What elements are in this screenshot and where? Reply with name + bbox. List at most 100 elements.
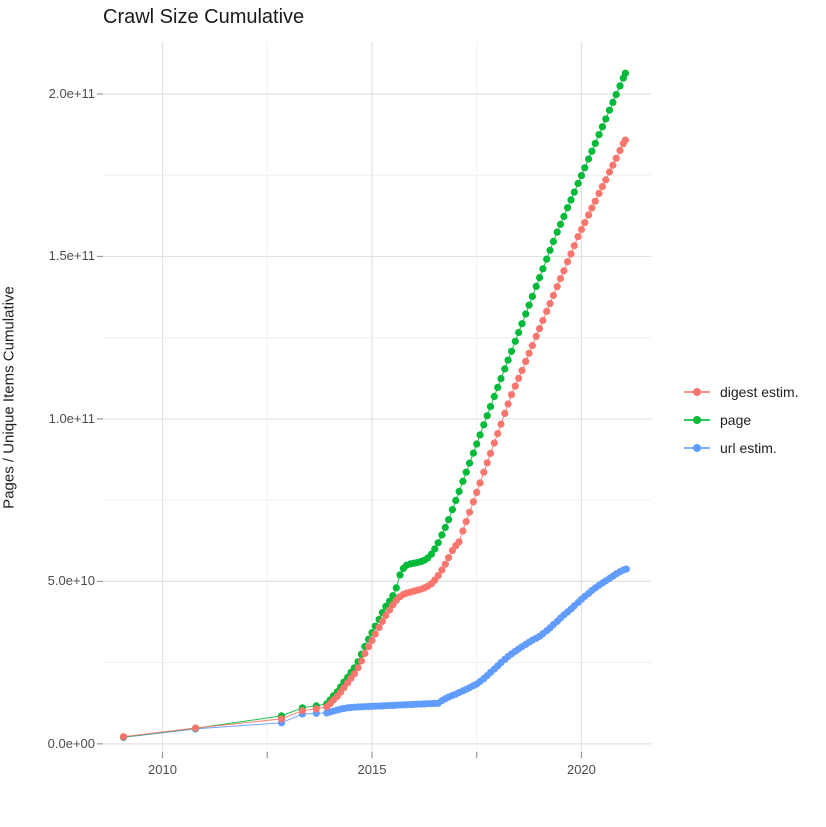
x-tick-label: 2015 xyxy=(357,762,387,777)
data-point-page xyxy=(504,356,512,364)
data-point-digest-estim xyxy=(616,146,624,155)
data-point-page xyxy=(434,539,442,547)
data-point-page xyxy=(392,584,400,592)
data-point-digest-estim xyxy=(466,508,474,516)
legend-entry-page: page xyxy=(684,412,799,428)
data-point-page xyxy=(560,212,568,221)
data-point-digest-estim xyxy=(298,707,306,715)
legend-label-page: page xyxy=(720,412,752,428)
data-point-digest-estim xyxy=(595,189,603,197)
data-point-digest-estim xyxy=(365,643,373,651)
legend: digest estim. page url estim. xyxy=(684,384,799,468)
data-point-page xyxy=(536,274,544,282)
data-point-digest-estim xyxy=(553,283,561,291)
data-point-page xyxy=(462,468,470,476)
data-point-url-estim xyxy=(622,565,630,573)
data-point-page xyxy=(480,421,488,429)
data-point-digest-estim xyxy=(574,233,582,241)
data-point-digest-estim xyxy=(494,430,502,438)
data-point-digest-estim xyxy=(438,566,446,574)
data-point-page xyxy=(549,237,558,246)
data-point-digest-estim xyxy=(532,332,540,340)
data-point-digest-estim xyxy=(564,258,572,266)
data-point-page xyxy=(539,265,547,273)
data-point-page xyxy=(515,328,523,337)
data-point-page xyxy=(452,496,460,505)
data-point-digest-estim xyxy=(462,518,470,526)
data-point-digest-estim xyxy=(525,349,533,357)
data-point-page xyxy=(396,571,404,579)
data-point-digest-estim xyxy=(518,366,526,375)
y-tick-label: 1.0e+11 xyxy=(48,410,95,426)
data-point-digest-estim xyxy=(577,225,586,234)
legend-label-digest: digest estim. xyxy=(720,384,799,400)
data-point-page xyxy=(577,172,586,180)
data-point-digest-estim xyxy=(543,307,551,315)
data-point-digest-estim xyxy=(361,649,369,658)
data-point-page xyxy=(546,246,554,254)
data-point-digest-estim xyxy=(480,468,488,476)
series-digest-estim xyxy=(119,136,630,741)
data-point-page xyxy=(497,375,505,383)
data-point-page xyxy=(574,179,582,187)
data-point-digest-estim xyxy=(556,275,565,283)
data-point-digest-estim xyxy=(621,136,630,144)
data-point-digest-estim xyxy=(455,538,463,546)
data-point-page xyxy=(556,220,565,228)
y-tick-label: 0.0e+00 xyxy=(47,735,95,751)
data-point-digest-estim xyxy=(585,211,593,219)
data-point-digest-estim xyxy=(511,382,519,390)
data-point-digest-estim xyxy=(560,267,568,275)
data-point-page xyxy=(591,139,599,147)
data-point-digest-estim xyxy=(567,250,575,258)
data-point-digest-estim xyxy=(490,439,498,447)
data-point-page xyxy=(494,383,502,391)
data-point-digest-estim xyxy=(375,623,383,632)
data-point-page xyxy=(581,164,589,172)
data-point-page xyxy=(518,320,526,328)
data-point-digest-estim xyxy=(609,161,617,169)
data-point-page xyxy=(448,506,456,514)
data-point-digest-estim xyxy=(549,291,558,300)
data-point-digest-estim xyxy=(368,636,376,645)
x-tick-label: 2010 xyxy=(148,762,177,777)
data-point-digest-estim xyxy=(445,554,453,562)
data-point-digest-estim xyxy=(581,219,589,227)
data-point-page xyxy=(511,337,519,345)
legend-label-url: url estim. xyxy=(720,440,777,456)
data-point-digest-estim xyxy=(378,617,386,626)
data-point-digest-estim xyxy=(602,176,610,184)
y-axis-title: Pages / Unique Items Cumulative xyxy=(0,286,18,509)
data-point-page xyxy=(455,487,463,495)
data-point-digest-estim xyxy=(357,657,366,665)
data-point-digest-estim xyxy=(371,630,379,638)
data-point-page xyxy=(438,531,446,539)
data-point-digest-estim xyxy=(277,715,286,723)
data-point-page xyxy=(469,449,477,457)
data-point-digest-estim xyxy=(382,611,390,620)
data-point-page xyxy=(525,301,533,309)
data-point-digest-estim xyxy=(354,664,362,672)
data-point-digest-estim xyxy=(598,183,607,191)
data-point-page xyxy=(476,431,484,439)
data-point-digest-estim xyxy=(504,400,512,408)
data-point-page xyxy=(490,392,498,401)
data-point-digest-estim xyxy=(486,449,495,457)
data-point-page xyxy=(567,196,575,204)
legend-key-digest-icon xyxy=(684,384,710,400)
chart-title: Crawl Size Cumulative xyxy=(103,6,305,28)
gridlines-major xyxy=(103,42,651,752)
data-point-page xyxy=(595,131,603,139)
data-point-page xyxy=(609,98,617,106)
series-url-estim xyxy=(119,565,630,742)
data-point-page xyxy=(553,228,561,236)
data-point-digest-estim xyxy=(612,154,620,162)
data-point-digest-estim xyxy=(539,316,547,325)
data-point-page xyxy=(459,477,467,485)
data-point-digest-estim xyxy=(507,391,516,399)
y-tick-label: 2.0e+11 xyxy=(48,85,95,101)
data-point-digest-estim xyxy=(591,197,599,205)
data-point-page xyxy=(585,155,593,163)
